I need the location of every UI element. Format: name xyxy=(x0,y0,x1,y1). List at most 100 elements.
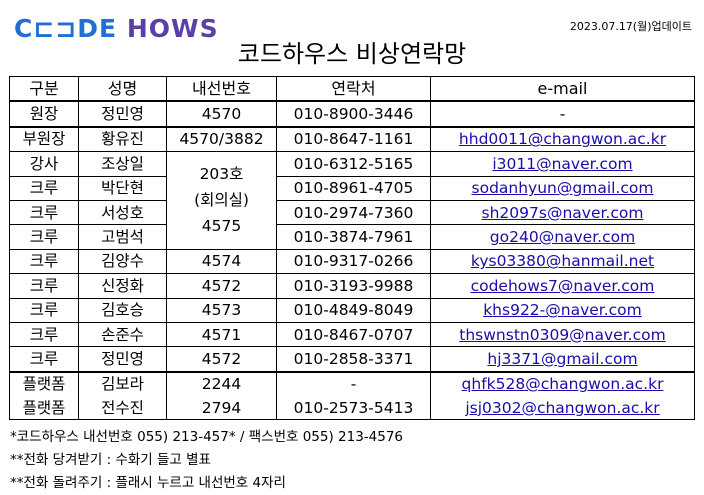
footnote-pickup: **전화 당겨받기 : 수화기 들고 별표 xyxy=(10,452,211,468)
email-link[interactable]: sodanhyun@gmail.com xyxy=(471,179,654,198)
name-cell: 정민영 xyxy=(78,100,167,128)
ext-cell: 4571 xyxy=(166,321,277,348)
email-link[interactable]: khs922-@naver.com xyxy=(483,301,642,320)
name-cell: 조상일 xyxy=(78,151,167,177)
role-cell: 크루 xyxy=(9,297,79,323)
phone-cell: 010-2858-3371 xyxy=(276,346,431,373)
email-cell[interactable]: i3011@naver.com xyxy=(430,151,695,177)
email-cell[interactable]: go240@naver.com xyxy=(430,224,695,250)
name-cell: 서성호 xyxy=(78,199,167,226)
phone-cell: 010-8467-0707 xyxy=(276,321,431,348)
ext-cell: 4573 xyxy=(166,297,277,323)
role-cell: 강사 xyxy=(9,151,79,177)
email-cell: - xyxy=(430,100,695,128)
phone-cell: 010-3193-9988 xyxy=(276,273,431,299)
col-header-email: e-mail xyxy=(430,76,695,103)
email-cell[interactable]: jsj0302@changwon.ac.kr xyxy=(430,396,695,421)
table-row: 플랫폼 김보라 2244 - qhfk528@changwon.ac.kr xyxy=(9,370,695,397)
table-header-row: 구분 성명 내선번호 연락처 e-mail xyxy=(9,76,695,103)
email-cell[interactable]: qhfk528@changwon.ac.kr xyxy=(430,370,695,397)
email-cell[interactable]: sodanhyun@gmail.com xyxy=(430,175,695,201)
role-cell: 크루 xyxy=(9,321,79,348)
ext-cell: 4572 xyxy=(166,346,277,373)
col-header-ext: 내선번호 xyxy=(166,76,277,103)
email-link[interactable]: thswnstn0309@naver.com xyxy=(459,325,666,344)
role-cell: 크루 xyxy=(9,175,79,201)
shared-ext-cell: 203호 (회의실) 4575 xyxy=(166,151,277,250)
email-link[interactable]: jsj0302@changwon.ac.kr xyxy=(465,398,660,417)
phone-cell: 010-9317-0266 xyxy=(276,248,431,275)
footnote-transfer: **전화 돌려주기 : 플래시 누르고 내선번호 4자리 xyxy=(10,475,286,491)
name-cell: 김보라 xyxy=(78,370,167,397)
col-header-name: 성명 xyxy=(78,76,167,103)
email-link[interactable]: go240@naver.com xyxy=(489,228,636,247)
email-cell[interactable]: codehows7@naver.com xyxy=(430,273,695,299)
role-cell: 플랫폼 xyxy=(9,370,79,397)
logo-bracket-icon: ⊏⊐ xyxy=(33,14,78,43)
shared-ext-room: 203호 xyxy=(199,165,244,184)
email-link[interactable]: qhfk528@changwon.ac.kr xyxy=(461,375,664,394)
email-link[interactable]: i3011@naver.com xyxy=(492,154,633,173)
footnotes: *코드하우스 내선번호 055) 213-457* / 팩스번호 055) 21… xyxy=(10,426,403,495)
table-row: 크루 손준수 4571 010-8467-0707 thswnstn0309@n… xyxy=(9,321,695,348)
table-row: 크루 김호승 4573 010-4849-8049 khs922-@naver.… xyxy=(9,297,695,323)
update-date: 2023.07.17(월)업데이트 xyxy=(569,20,692,33)
ext-cell: 2794 xyxy=(166,396,277,421)
email-cell[interactable]: khs922-@naver.com xyxy=(430,297,695,323)
email-cell[interactable]: hj3371@gmail.com xyxy=(430,346,695,373)
email-cell[interactable]: sh2097s@naver.com xyxy=(430,199,695,226)
role-cell: 플랫폼 xyxy=(9,396,79,421)
email-cell[interactable]: thswnstn0309@naver.com xyxy=(430,321,695,348)
ext-cell: 4572 xyxy=(166,273,277,299)
table-row: 원장 정민영 4570 010-8900-3446 - xyxy=(9,100,695,128)
email-link[interactable]: codehows7@naver.com xyxy=(470,276,655,295)
phone-cell: 010-8900-3446 xyxy=(276,100,431,128)
table-row: 강사 조상일 203호 (회의실) 4575 010-6312-5165 i30… xyxy=(9,151,695,250)
role-cell: 원장 xyxy=(9,100,79,128)
email-link[interactable]: hj3371@gmail.com xyxy=(487,349,638,368)
name-cell: 박단현 xyxy=(78,175,167,201)
page-title: 코드하우스 비상연락망 xyxy=(237,40,467,68)
col-header-phone: 연락처 xyxy=(276,76,431,103)
name-cell: 황유진 xyxy=(78,125,167,153)
shared-ext-number: 4575 xyxy=(201,217,242,236)
phone-cell: 010-2573-5413 xyxy=(276,396,431,421)
table-row: 크루 김양수 4574 010-9317-0266 kys03380@hanma… xyxy=(9,248,695,275)
email-link[interactable]: kys03380@hanmail.net xyxy=(470,252,655,271)
ext-cell: 4570 xyxy=(166,100,277,128)
name-cell: 김양수 xyxy=(78,248,167,275)
table-row: 플랫폼 전수진 2794 010-2573-5413 jsj0302@chang… xyxy=(9,396,695,421)
table-row: 크루 박단현 010-8961-4705 sodanhyun@gmail.com xyxy=(9,175,695,201)
phone-cell: 010-2974-7360 xyxy=(276,199,431,226)
phone-cell: 010-4849-8049 xyxy=(276,297,431,323)
shared-ext-label: (회의실) xyxy=(194,191,249,210)
table-row: 크루 고범석 010-3874-7961 go240@naver.com xyxy=(9,224,695,250)
table-row: 크루 정민영 4572 010-2858-3371 hj3371@gmail.c… xyxy=(9,346,695,373)
phone-cell: 010-8647-1161 xyxy=(276,125,431,153)
email-cell[interactable]: hhd0011@changwon.ac.kr xyxy=(430,125,695,153)
table-row: 부원장 황유진 4570/3882 010-8647-1161 hhd0011@… xyxy=(9,125,695,153)
codehows-logo: C⊏⊐DE HOWS xyxy=(14,14,219,43)
phone-cell: - xyxy=(276,370,431,397)
name-cell: 정민영 xyxy=(78,346,167,373)
phone-cell: 010-6312-5165 xyxy=(276,151,431,177)
email-link[interactable]: hhd0011@changwon.ac.kr xyxy=(458,130,667,149)
name-cell: 신정화 xyxy=(78,273,167,299)
role-cell: 크루 xyxy=(9,273,79,299)
contact-table: 구분 성명 내선번호 연락처 e-mail 원장 정민영 4570 010-89… xyxy=(9,76,695,421)
name-cell: 김호승 xyxy=(78,297,167,323)
name-cell: 전수진 xyxy=(78,396,167,421)
ext-cell: 4570/3882 xyxy=(166,125,277,153)
role-cell: 부원장 xyxy=(9,125,79,153)
ext-cell: 4574 xyxy=(166,248,277,275)
role-cell: 크루 xyxy=(9,224,79,250)
email-cell[interactable]: kys03380@hanmail.net xyxy=(430,248,695,275)
role-cell: 크루 xyxy=(9,199,79,226)
footnote-extension: *코드하우스 내선번호 055) 213-457* / 팩스번호 055) 21… xyxy=(10,429,404,445)
email-link[interactable]: sh2097s@naver.com xyxy=(481,203,644,222)
phone-cell: 010-8961-4705 xyxy=(276,175,431,201)
table-row: 크루 서성호 010-2974-7360 sh2097s@naver.com xyxy=(9,199,695,226)
name-cell: 손준수 xyxy=(78,321,167,348)
ext-cell: 2244 xyxy=(166,370,277,397)
col-header-role: 구분 xyxy=(9,76,79,103)
